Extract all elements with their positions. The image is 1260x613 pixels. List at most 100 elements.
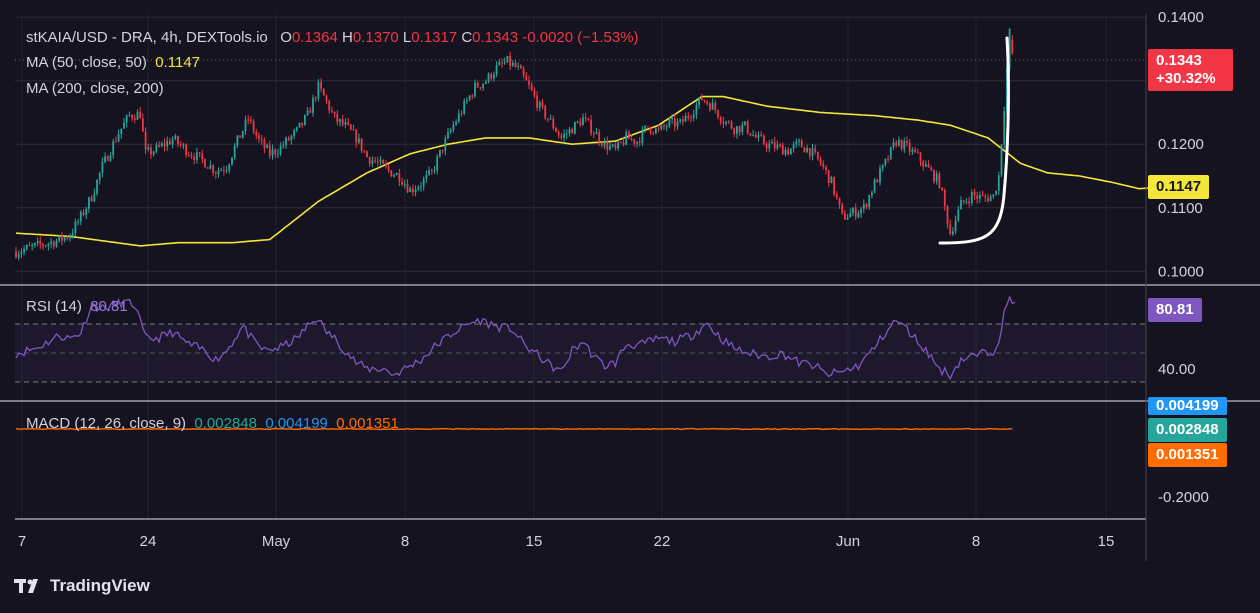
candle xyxy=(422,176,425,191)
close-value: 0.1343 xyxy=(472,29,519,46)
time-tick-label: 15 xyxy=(526,533,543,550)
candle xyxy=(884,158,887,167)
candle xyxy=(414,185,417,197)
open-key: O xyxy=(280,29,292,46)
candle xyxy=(819,156,822,167)
candle xyxy=(217,167,220,178)
candle xyxy=(730,119,733,130)
candle xyxy=(331,106,333,114)
candle xyxy=(115,136,117,143)
candle xyxy=(325,94,328,104)
candle xyxy=(727,120,730,125)
candle xyxy=(179,141,182,148)
candle xyxy=(374,156,376,164)
candle xyxy=(873,177,876,194)
candle xyxy=(811,143,814,161)
candle xyxy=(746,119,749,135)
candle xyxy=(463,98,466,116)
candle xyxy=(160,141,163,148)
candle xyxy=(927,160,930,168)
candle xyxy=(665,123,668,132)
candle xyxy=(109,152,112,163)
candle xyxy=(970,189,973,207)
candle xyxy=(914,146,916,154)
candle xyxy=(293,128,295,140)
candle xyxy=(185,143,187,158)
candle xyxy=(649,126,652,136)
candle xyxy=(63,236,66,243)
candle xyxy=(239,135,241,138)
candle xyxy=(997,171,1000,195)
candle xyxy=(592,130,595,139)
candle xyxy=(547,117,549,123)
candle xyxy=(574,121,576,135)
candle xyxy=(954,215,957,235)
candle xyxy=(552,115,555,131)
candle xyxy=(214,170,217,179)
candle xyxy=(803,146,806,153)
candle xyxy=(23,245,25,256)
candle xyxy=(255,128,258,140)
candle xyxy=(722,116,725,129)
candle xyxy=(698,96,700,109)
ma200-legend[interactable]: MA (200, close, 200) xyxy=(26,80,164,97)
candle xyxy=(625,129,628,146)
candle xyxy=(536,91,538,112)
symbol-legend[interactable]: stKAIA/USD - DRA, 4h, DEXTools.io O0.136… xyxy=(26,29,639,46)
candle xyxy=(849,208,852,218)
candle xyxy=(368,156,371,167)
candle xyxy=(533,87,536,98)
candle xyxy=(171,136,174,149)
candle xyxy=(992,194,995,199)
candle xyxy=(763,133,765,146)
candle xyxy=(525,72,528,81)
candle xyxy=(363,150,366,154)
candle xyxy=(244,115,247,135)
candle xyxy=(557,129,560,139)
candle xyxy=(717,109,719,120)
candle xyxy=(806,144,808,154)
ma50-legend[interactable]: MA (50, close, 50) 0.1147 xyxy=(26,54,200,71)
candle xyxy=(682,115,684,126)
time-tick-label: 22 xyxy=(654,533,671,550)
candle xyxy=(679,118,682,124)
rsi-legend[interactable]: RSI (14) 80.81 xyxy=(26,298,128,315)
candle xyxy=(252,118,255,135)
price-tick-label: 0.1000 xyxy=(1158,263,1204,280)
candle xyxy=(61,232,63,246)
last-price-tag: 0.1343 +30.32% xyxy=(1148,49,1233,91)
candle xyxy=(66,235,69,241)
macd-axis-label: -0.2000 xyxy=(1158,489,1209,506)
macd-legend[interactable]: MACD (12, 26, close, 9) 0.002848 0.00419… xyxy=(26,415,399,432)
candle xyxy=(949,219,952,236)
candle xyxy=(282,140,285,149)
candle xyxy=(922,159,925,171)
candle xyxy=(317,79,320,102)
candle xyxy=(430,168,433,175)
candle xyxy=(601,140,603,148)
candle xyxy=(341,114,344,127)
candle xyxy=(898,136,900,147)
candle xyxy=(630,134,633,142)
candle xyxy=(719,115,722,126)
candle xyxy=(881,164,884,172)
tradingview-logo[interactable]: TradingView xyxy=(14,576,150,596)
candle xyxy=(757,131,760,142)
candle xyxy=(466,97,468,105)
candle xyxy=(52,240,55,250)
candle xyxy=(493,71,495,82)
candle xyxy=(490,72,493,81)
ma200-label: MA (200, close, 200) xyxy=(26,80,164,97)
rsi-band-fill xyxy=(15,324,1146,382)
candle xyxy=(798,138,800,147)
candle xyxy=(560,132,563,141)
candle xyxy=(846,214,849,220)
candle xyxy=(74,218,77,237)
candle xyxy=(304,114,306,126)
candle xyxy=(911,146,914,155)
candle xyxy=(741,121,744,136)
candle xyxy=(749,132,752,137)
candle xyxy=(268,140,271,160)
candle xyxy=(638,137,641,147)
